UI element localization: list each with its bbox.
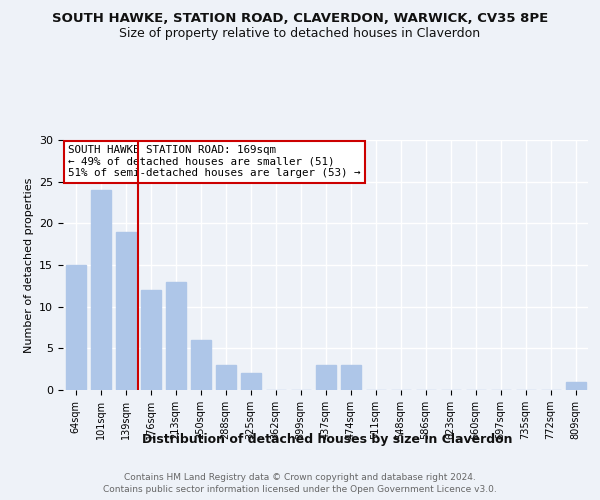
Text: SOUTH HAWKE STATION ROAD: 169sqm
← 49% of detached houses are smaller (51)
51% o: SOUTH HAWKE STATION ROAD: 169sqm ← 49% o… [68,145,361,178]
Text: Distribution of detached houses by size in Claverdon: Distribution of detached houses by size … [142,432,512,446]
Text: Contains public sector information licensed under the Open Government Licence v3: Contains public sector information licen… [103,485,497,494]
Bar [166,282,185,390]
Bar [115,232,136,390]
Text: Contains HM Land Registry data © Crown copyright and database right 2024.: Contains HM Land Registry data © Crown c… [124,472,476,482]
Bar [191,340,211,390]
Bar [65,265,86,390]
Bar [316,365,335,390]
Bar [566,382,586,390]
Bar [241,374,260,390]
Bar [91,190,110,390]
Y-axis label: Number of detached properties: Number of detached properties [23,178,34,352]
Text: SOUTH HAWKE, STATION ROAD, CLAVERDON, WARWICK, CV35 8PE: SOUTH HAWKE, STATION ROAD, CLAVERDON, WA… [52,12,548,26]
Bar [215,365,235,390]
Bar [341,365,361,390]
Text: Size of property relative to detached houses in Claverdon: Size of property relative to detached ho… [119,28,481,40]
Bar [140,290,161,390]
